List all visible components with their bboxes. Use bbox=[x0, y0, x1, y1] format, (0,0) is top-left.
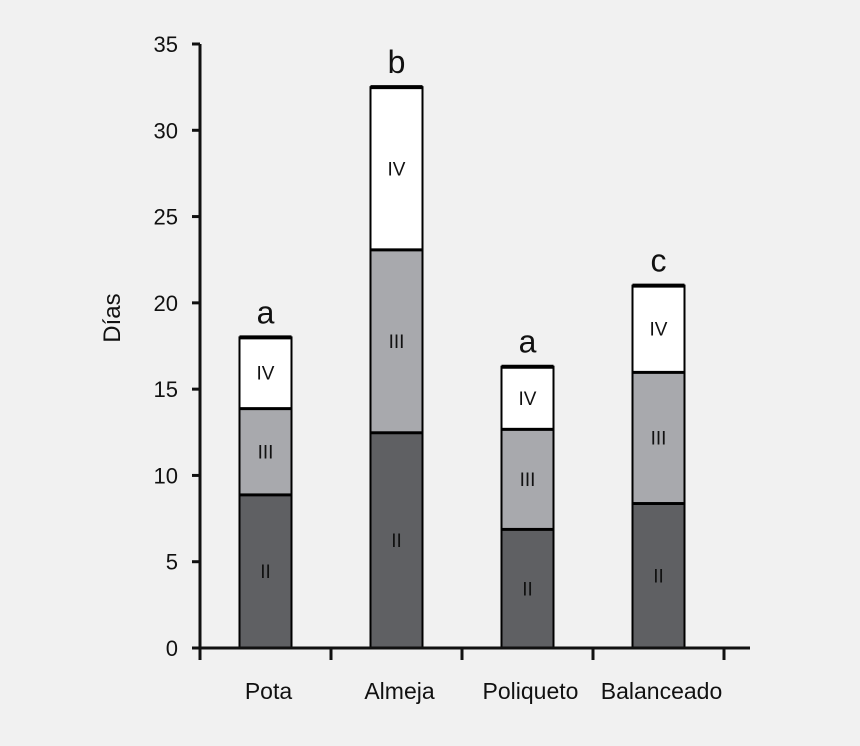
bar-segment bbox=[500, 365, 555, 430]
x-ticks-group: Pota Almeja Poliqueto Balanceado bbox=[198, 648, 726, 704]
y-tick-label: 0 bbox=[166, 636, 178, 661]
bar-segment bbox=[238, 493, 293, 650]
bar-segment-label: IV bbox=[257, 364, 275, 385]
y-tick-label: 30 bbox=[154, 118, 178, 143]
bar-segment bbox=[369, 248, 424, 434]
y-tick-label: 10 bbox=[154, 463, 178, 488]
bar-segment-label: IV bbox=[519, 389, 537, 410]
bar-segment bbox=[631, 284, 686, 373]
x-category-label: Almeja bbox=[364, 678, 435, 704]
bar-segment-label: IV bbox=[388, 159, 406, 180]
x-category-label: Balanceado bbox=[601, 678, 723, 704]
bar-segment-label: II bbox=[522, 579, 533, 600]
y-axis-title: Días bbox=[99, 293, 126, 342]
x-category-label: Poliqueto bbox=[483, 678, 579, 704]
bar-segment bbox=[631, 370, 686, 505]
bar-segment bbox=[369, 431, 424, 649]
bar-segment-label: III bbox=[258, 442, 274, 463]
bar-segment-label: III bbox=[520, 470, 536, 491]
y-tick-label: 5 bbox=[166, 550, 178, 575]
y-tick-label: 35 bbox=[154, 32, 178, 57]
y-tick-label: 20 bbox=[154, 291, 178, 316]
y-tick-label: 15 bbox=[154, 377, 178, 402]
bar-segment-label: IV bbox=[650, 320, 668, 341]
significance-letter: a bbox=[519, 324, 537, 360]
significance-letter: a bbox=[257, 294, 275, 330]
significance-letter: b bbox=[388, 44, 406, 80]
y-tick-label: 25 bbox=[154, 205, 178, 230]
bar-segment bbox=[238, 407, 293, 496]
bar-segment-label: II bbox=[653, 567, 664, 588]
bar-segment-label: II bbox=[391, 531, 402, 552]
bar-segment-label: III bbox=[651, 428, 667, 449]
significance-letter: c bbox=[651, 243, 667, 279]
axes-group bbox=[198, 44, 750, 650]
bar-segment-label: II bbox=[260, 562, 271, 583]
bar-segment-label: III bbox=[389, 332, 405, 353]
y-ticks-group: 0 5 10 15 20 25 30 35 bbox=[154, 32, 200, 661]
x-category-label: Pota bbox=[245, 678, 293, 704]
